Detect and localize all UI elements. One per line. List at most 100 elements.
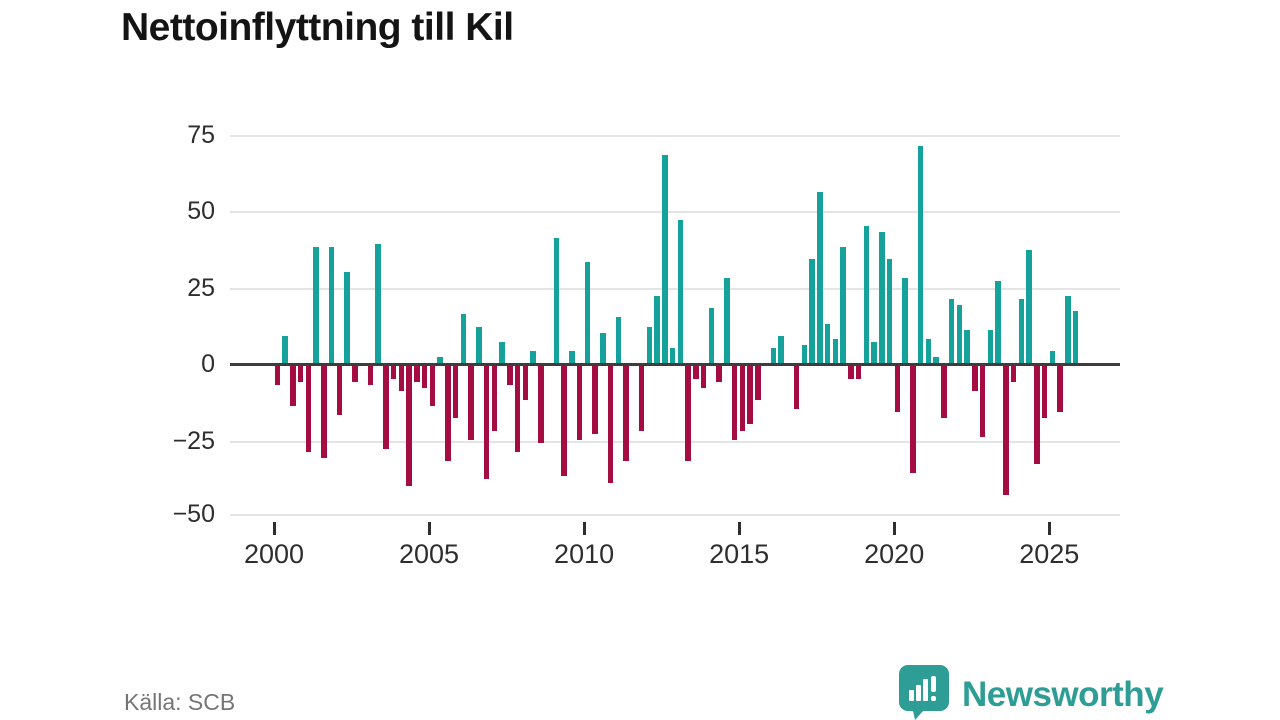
bar-2010q2: [592, 366, 598, 434]
bar-2008q3: [538, 366, 544, 443]
bar-2009q4: [576, 366, 583, 440]
bar-2023q3: [1003, 366, 1009, 495]
bar-2023q4: [1010, 366, 1017, 382]
bar-2017q3: [817, 192, 823, 364]
bar-2013q4: [700, 366, 707, 388]
gridline--50: [230, 514, 1120, 516]
bar-2023q2: [995, 280, 1001, 364]
bar-2015q2: [747, 366, 753, 425]
bar-2001q3: [321, 366, 327, 459]
bar-2021q4: [948, 299, 955, 364]
bar-2022q4: [979, 366, 986, 437]
bar-2018q1: [832, 338, 838, 364]
bar-chart-bubble-icon: [898, 664, 950, 720]
bar-2006q3: [476, 326, 482, 364]
x-axis-tick-label: 2010: [554, 539, 615, 569]
y-axis-tick-label: 75: [187, 121, 215, 149]
bar-2012q4: [669, 348, 676, 364]
plot-area: 75 50 25 0 −25 −50 2000 2005 2010 2015 2020 2025: [173, 121, 1120, 569]
bar-2011q4: [638, 366, 645, 431]
bar-2008q1: [522, 366, 528, 400]
x-axis-tick-label: 2025: [1019, 539, 1080, 569]
bar-2007q2: [499, 341, 505, 364]
bar-2025q2: [1057, 366, 1063, 413]
bar-2006q2: [468, 366, 474, 440]
bar-2003q1: [367, 366, 373, 385]
bar-2020q3: [910, 366, 916, 474]
chart-title: Nettoinflyttning till Kil: [121, 6, 514, 49]
x-axis-tick: [272, 522, 276, 535]
bar-2000q2: [282, 335, 288, 364]
bar-2000q1: [274, 366, 280, 385]
bar-2019q3: [879, 231, 885, 364]
bar-2024q2: [1026, 250, 1032, 364]
bar-2019q1: [863, 225, 869, 364]
bar-2000q3: [290, 366, 296, 407]
bar-2017q1: [801, 345, 807, 364]
x-axis-tick-label: 2000: [243, 539, 305, 569]
bar-2008q2: [530, 351, 536, 364]
bar-2018q3: [848, 366, 854, 379]
gridline-25: [230, 287, 1120, 290]
bar-2018q2: [840, 247, 846, 364]
bar-2011q1: [615, 317, 621, 364]
bar-2025q1: [1049, 351, 1055, 364]
bar-2005q3: [445, 366, 451, 462]
bar-2011q2: [623, 366, 629, 462]
bar-2003q2: [375, 244, 381, 364]
bar-2003q3: [383, 366, 389, 449]
x-axis-tick: [427, 522, 431, 535]
source-caption: Källa: SCB: [124, 689, 236, 715]
bar-2007q1: [491, 366, 497, 431]
gridline-75: [230, 135, 1120, 137]
bar-2017q2: [809, 259, 815, 364]
bar-2016q4: [793, 366, 800, 410]
bar-2022q3: [972, 366, 978, 391]
bar-2024q3: [1034, 366, 1040, 465]
x-axis-tick: [892, 522, 896, 535]
bar-2007q3: [507, 366, 513, 385]
bar-2005q2: [437, 357, 443, 364]
bar-2009q3: [569, 351, 575, 364]
newsworthy-logo: Newsworthy: [898, 664, 1164, 720]
bar-2025q4: [1072, 311, 1079, 364]
bar-2009q1: [553, 237, 559, 364]
bar-2015q3: [755, 366, 761, 400]
bar-2022q1: [956, 305, 962, 364]
bar-2004q1: [398, 366, 404, 391]
bar-2019q2: [871, 341, 877, 364]
bar-2002q1: [336, 366, 342, 416]
bar-2014q1: [708, 308, 714, 364]
y-axis-tick-label: 50: [187, 197, 215, 226]
gridline--25: [230, 440, 1120, 443]
bar-2001q2: [313, 247, 319, 364]
x-axis-tick: [582, 522, 586, 535]
bar-2019q4: [886, 259, 893, 364]
bar-2006q1: [460, 314, 466, 364]
y-axis-tick-label: −25: [172, 426, 215, 455]
bar-2004q4: [421, 366, 428, 388]
bar-2016q2: [778, 335, 784, 364]
bar-2013q3: [693, 366, 699, 379]
bar-2024q1: [1018, 299, 1024, 364]
bar-2009q2: [561, 366, 567, 477]
bar-2000q4: [297, 366, 304, 382]
bar-2002q3: [352, 366, 358, 382]
bar-2020q4: [917, 146, 924, 364]
bar-2020q1: [894, 366, 900, 413]
bar-2016q1: [770, 348, 776, 364]
bar-2001q4: [328, 247, 335, 364]
bar-2004q2: [406, 366, 412, 486]
bar-2013q2: [685, 366, 691, 462]
bar-2017q4: [824, 323, 831, 364]
x-axis-zero-line: [230, 363, 1120, 367]
x-axis-tick-label: 2005: [399, 539, 460, 569]
bar-2012q3: [662, 155, 668, 364]
x-axis-tick: [737, 522, 741, 535]
bar-2006q4: [483, 366, 490, 480]
bar-2005q4: [452, 366, 459, 419]
bar-2024q4: [1041, 366, 1048, 419]
bar-2025q3: [1065, 296, 1071, 364]
y-axis-tick-label: 25: [187, 273, 215, 302]
bar-2003q4: [390, 366, 397, 379]
